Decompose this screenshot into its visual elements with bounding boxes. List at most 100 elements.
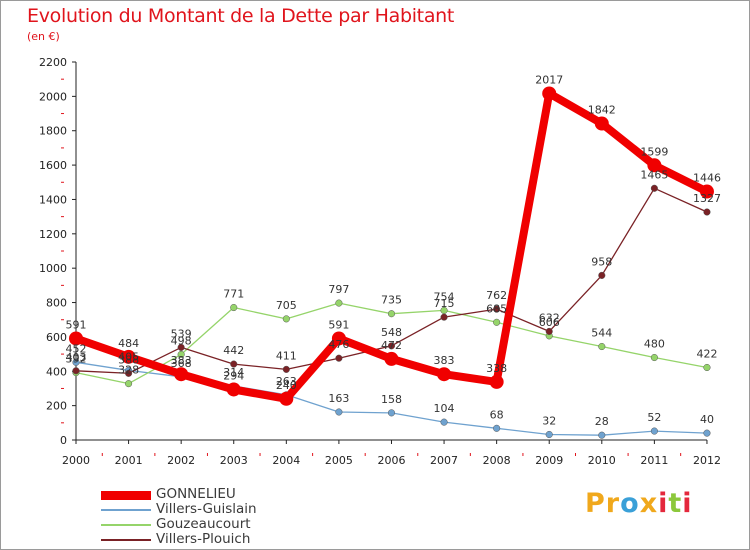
data-label: 328 bbox=[118, 364, 139, 377]
data-label: 1599 bbox=[640, 145, 668, 158]
data-label: 544 bbox=[591, 327, 612, 340]
data-point bbox=[545, 327, 553, 335]
y-tick-label: 1000 bbox=[39, 262, 67, 275]
data-label: 606 bbox=[539, 316, 560, 329]
data-point bbox=[440, 313, 448, 321]
data-label: 28 bbox=[595, 415, 609, 428]
data-label: 762 bbox=[486, 289, 507, 302]
data-label: 263 bbox=[276, 375, 297, 388]
legend-item: Gouzeaucourt bbox=[101, 516, 361, 532]
data-point bbox=[335, 354, 343, 362]
y-tick-label: 2000 bbox=[39, 90, 67, 103]
data-label: 442 bbox=[223, 344, 244, 357]
data-label: 498 bbox=[171, 334, 192, 347]
data-point bbox=[545, 430, 553, 439]
x-tick-label: 2010 bbox=[588, 454, 616, 467]
x-tick-label: 2011 bbox=[640, 454, 668, 467]
data-point bbox=[121, 349, 136, 364]
data-point bbox=[493, 305, 501, 313]
data-point bbox=[598, 431, 606, 439]
data-label: 476 bbox=[328, 338, 349, 351]
x-tick-label: 2012 bbox=[693, 454, 721, 467]
logo-letter: r bbox=[605, 488, 621, 519]
y-tick-label: 1200 bbox=[39, 228, 67, 241]
data-point bbox=[703, 208, 711, 216]
x-tick-label: 2003 bbox=[220, 454, 248, 467]
chart-subtitle: (en €) bbox=[27, 30, 60, 43]
y-tick-label: 1800 bbox=[39, 125, 67, 138]
x-tick-label: 2002 bbox=[167, 454, 195, 467]
data-label: 754 bbox=[434, 290, 455, 303]
data-label: 163 bbox=[328, 392, 349, 405]
data-point bbox=[279, 391, 294, 406]
data-label: 480 bbox=[644, 338, 665, 351]
data-label: 715 bbox=[434, 297, 455, 310]
data-point bbox=[125, 380, 133, 388]
legend-item: Villers-Plouich bbox=[101, 531, 361, 547]
legend-label: Villers-Plouich bbox=[156, 531, 251, 547]
data-point bbox=[72, 367, 80, 375]
data-label: 539 bbox=[171, 327, 192, 340]
data-label: 705 bbox=[276, 299, 297, 312]
data-point bbox=[703, 429, 711, 437]
data-point bbox=[650, 184, 658, 192]
data-label: 40 bbox=[700, 413, 714, 426]
data-label: 2017 bbox=[535, 73, 563, 86]
data-label: 1327 bbox=[693, 192, 721, 205]
data-label: 383 bbox=[434, 354, 455, 367]
legend-item: Villers-Guislain bbox=[101, 501, 361, 517]
logo-letter: t bbox=[668, 488, 683, 519]
data-point bbox=[387, 409, 396, 417]
chart-lines bbox=[72, 89, 711, 436]
data-label: 591 bbox=[328, 318, 349, 331]
y-tick-label: 1400 bbox=[39, 193, 67, 206]
data-point bbox=[437, 367, 452, 382]
logo-letter: i bbox=[682, 488, 693, 519]
x-tick-label: 2000 bbox=[62, 454, 90, 467]
data-point bbox=[174, 367, 189, 382]
data-point bbox=[230, 360, 238, 368]
data-point bbox=[594, 116, 609, 131]
y-tick-label: 0 bbox=[60, 434, 67, 447]
data-point bbox=[647, 158, 662, 173]
y-tick-label: 400 bbox=[46, 365, 67, 378]
x-tick-label: 2006 bbox=[377, 454, 405, 467]
data-label: 403 bbox=[66, 351, 87, 364]
data-point bbox=[230, 303, 238, 312]
data-point bbox=[440, 418, 448, 426]
data-label: 958 bbox=[591, 255, 612, 268]
data-label: 591 bbox=[66, 318, 87, 331]
data-label: 240 bbox=[276, 379, 297, 392]
data-label: 452 bbox=[66, 342, 87, 355]
logo-letter: x bbox=[639, 488, 659, 519]
data-point bbox=[177, 350, 185, 358]
logo-letter: o bbox=[620, 488, 640, 519]
data-point bbox=[598, 271, 606, 279]
x-tick-label: 2008 bbox=[483, 454, 511, 467]
data-point bbox=[489, 374, 504, 389]
data-point bbox=[387, 310, 396, 318]
data-point bbox=[125, 369, 133, 377]
legend-swatch bbox=[101, 490, 151, 500]
data-label: 392 bbox=[66, 353, 87, 366]
data-label: 388 bbox=[118, 353, 139, 366]
data-label: 484 bbox=[118, 337, 139, 350]
data-point bbox=[493, 318, 501, 326]
data-point bbox=[650, 353, 658, 362]
data-label: 314 bbox=[223, 366, 244, 379]
data-point bbox=[387, 342, 396, 350]
data-point bbox=[226, 382, 241, 397]
data-point bbox=[331, 331, 346, 346]
data-label: 104 bbox=[434, 402, 455, 415]
chart-title: Evolution du Montant de la Dette par Hab… bbox=[27, 5, 455, 27]
data-label: 422 bbox=[696, 347, 717, 360]
data-label: 797 bbox=[328, 283, 349, 296]
chart-markers bbox=[69, 86, 714, 439]
data-label: 632 bbox=[539, 311, 560, 324]
data-point bbox=[177, 343, 185, 351]
chart-axes: 0 200 400 600 800 1000 1200 1400 1600 1800 2000 220… bbox=[39, 56, 721, 467]
legend-label: Gouzeaucourt bbox=[156, 516, 251, 532]
x-tick-label: 2001 bbox=[115, 454, 143, 467]
